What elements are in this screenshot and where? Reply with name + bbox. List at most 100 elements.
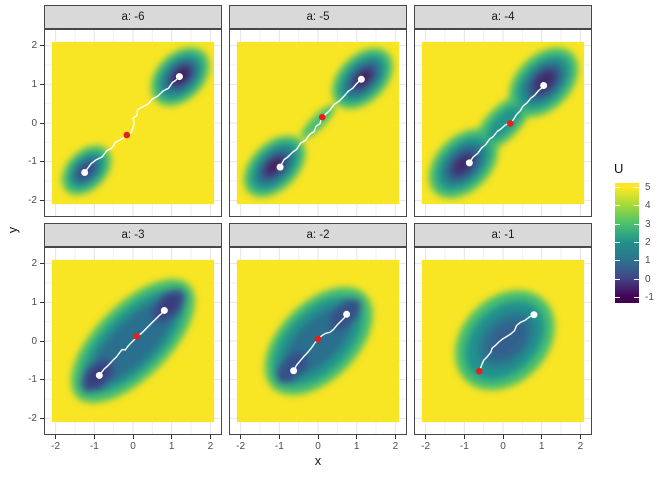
facet-strip-label: a: -1 [491,229,515,241]
colorbar-tick [615,223,620,225]
colorbar-tick [634,260,639,262]
x-axis-tick-label: 2 [392,441,399,452]
x-axis-tick-label: 0 [315,441,321,452]
red-point [476,367,483,375]
basin-point [357,75,365,83]
x-axis-tick [317,435,319,439]
x-axis-tick [425,435,427,439]
red-point [507,120,514,127]
x-axis-tick-label: 1 [538,441,545,452]
facet-strip: a: -5 [229,5,407,29]
y-axis-tick [40,83,44,85]
y-axis-tick [40,379,44,381]
minimum-energy-path [279,78,363,168]
facet-strip-label: a: -6 [121,11,145,23]
colorbar-tick [634,205,639,207]
x-axis-tick [240,435,242,439]
facet-panel [229,29,407,217]
basin-point [530,311,538,319]
x-axis-tick-label: 1 [353,441,360,452]
red-point [314,335,322,343]
x-axis-tick-label: -2 [236,441,246,452]
facet-strip: a: -1 [414,223,592,247]
colorbar-label: 5 [645,182,651,194]
colorbar-label: 4 [645,200,651,212]
basin-point [160,306,168,314]
x-axis-tick-label: 1 [168,441,175,452]
facet-panel [44,29,222,217]
minimum-energy-path [98,309,166,377]
y-axis-tick-label: 1 [31,296,37,308]
x-axis-tick-label: 2 [207,441,214,452]
y-axis-tick-label: 2 [31,258,37,270]
minimum-energy-path [478,313,535,372]
facet-panel [414,247,592,435]
colorbar-label: 0 [645,273,651,285]
basin-point [343,310,351,318]
y-axis-tick [40,161,44,163]
y-axis-tick-label: 0 [31,335,37,347]
x-axis-tick [356,435,358,439]
facet-strip: a: -2 [229,223,407,247]
red-point [133,333,141,340]
x-axis-tick [132,435,134,439]
x-axis-tick [278,435,280,439]
x-axis-title: x [314,454,322,468]
facet-strip: a: -6 [44,5,222,29]
colorbar-tick [615,205,620,207]
x-axis-tick-label: -2 [51,441,61,452]
x-axis-tick-label: -1 [274,441,284,452]
basin-point [290,367,298,375]
y-axis-tick [40,301,44,303]
x-axis-tick [463,435,465,439]
y-axis-tick [40,45,44,47]
heatmap-raster [51,41,215,205]
y-axis-tick [40,122,44,124]
x-axis-tick [55,435,57,439]
y-axis-tick-label: 2 [31,40,37,52]
colorbar-label: 1 [645,255,651,267]
colorbar-tick [615,260,620,262]
facet-strip-label: a: -2 [306,229,330,241]
y-axis-tick-label: -2 [28,194,37,206]
heatmap-raster [421,259,585,423]
y-axis-title: y [6,226,20,234]
x-axis-tick-label: -1 [459,441,469,452]
colorbar-tick [634,223,639,225]
colorbar-tick [615,187,620,189]
colorbar-tick [634,242,639,243]
x-axis-tick-label: -1 [89,441,99,452]
facet-strip: a: -4 [414,5,592,29]
facet-strip-label: a: -3 [121,229,145,241]
basin-point [175,73,183,81]
colorbar-tick [615,296,620,298]
basin-point [95,371,103,379]
y-axis-tick-label: -1 [28,156,37,168]
colorbar-label: 2 [645,237,651,248]
x-axis-tick [394,435,396,439]
basin-point [276,163,284,171]
y-axis-tick-label: 1 [31,78,37,90]
x-axis-tick-label: 0 [130,441,136,452]
y-axis-tick-label: -2 [28,412,37,424]
colorbar-tick [634,187,639,189]
basin-point [81,169,89,177]
x-axis-tick-label: 2 [577,441,584,452]
facet-panel [414,29,592,217]
x-axis-tick-label: 0 [500,441,506,452]
colorbar-label: 3 [645,218,651,230]
minimum-energy-path [83,75,181,174]
x-axis-tick-label: -2 [421,441,431,452]
y-axis-tick-label: 0 [31,117,37,129]
colorbar-tick [615,242,620,243]
facet-strip-label: a: -5 [306,11,330,23]
facet-panel [44,247,222,435]
basin-point [540,81,548,89]
y-axis-tick [40,263,44,265]
red-point [318,113,326,121]
x-axis-tick [541,435,543,439]
y-axis-tick [40,199,44,201]
colorbar-gradient [615,183,639,303]
facet-strip: a: -3 [44,223,222,247]
